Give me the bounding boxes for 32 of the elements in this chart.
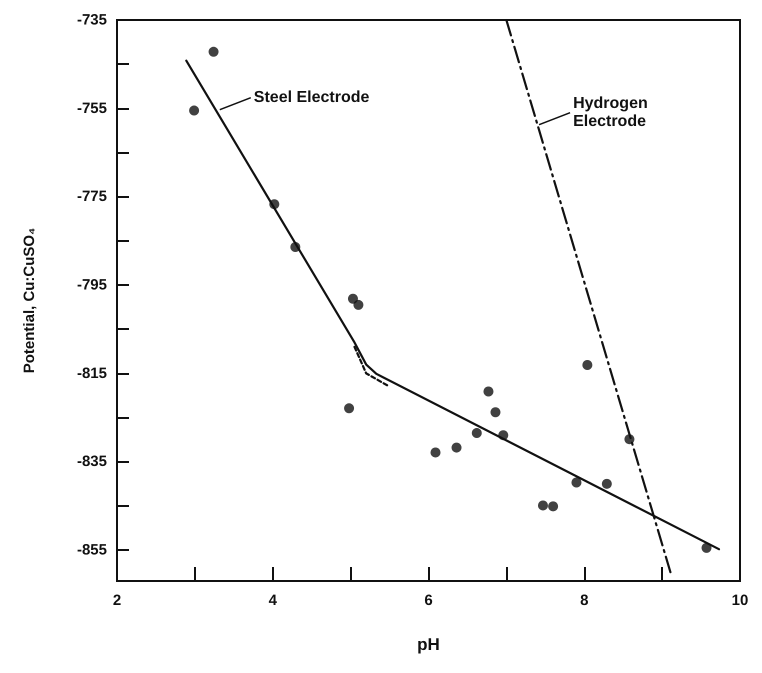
point xyxy=(483,386,494,396)
y-tick-label: -835 xyxy=(76,453,107,470)
x-tick-label: 4 xyxy=(268,592,278,609)
x-tick-label: 10 xyxy=(732,592,748,609)
point xyxy=(344,403,354,414)
point xyxy=(538,500,548,510)
point xyxy=(472,428,482,438)
y-axis-title: Potential, Cu:CuSO₄ xyxy=(21,228,38,374)
y-tick-label: -775 xyxy=(76,188,107,206)
point xyxy=(430,447,441,458)
y-tick-label: -855 xyxy=(76,542,107,559)
x-tick-label: 8 xyxy=(580,592,588,609)
point xyxy=(189,106,200,116)
point xyxy=(571,477,582,488)
y-tick-label: -815 xyxy=(76,364,107,382)
point xyxy=(353,300,364,310)
annotation: Hydrogen Electrode xyxy=(573,95,648,130)
point xyxy=(582,360,592,370)
point xyxy=(452,442,462,453)
y-tick-label: -795 xyxy=(76,276,107,294)
x-tick-label: 6 xyxy=(424,592,433,609)
annotation: Steel Electrode xyxy=(254,89,370,106)
point xyxy=(548,501,558,512)
point xyxy=(490,407,500,418)
point xyxy=(602,478,612,489)
point xyxy=(208,46,219,57)
x-axis-title: pH xyxy=(417,635,440,654)
y-tick-label: -755 xyxy=(76,100,107,117)
point xyxy=(702,542,712,553)
point xyxy=(348,294,358,304)
x-tick-label: 2 xyxy=(112,592,122,609)
y-tick-label: -735 xyxy=(76,12,107,28)
